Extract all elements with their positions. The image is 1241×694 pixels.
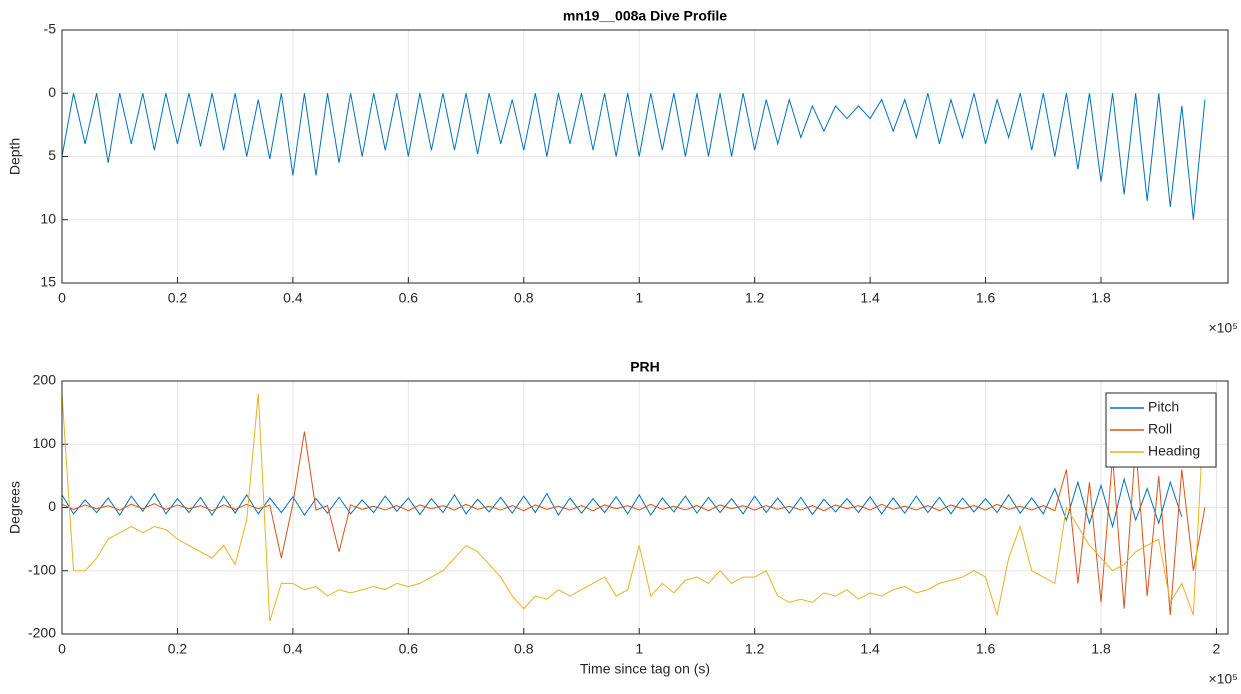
x-multiplier: ×10⁵ <box>1208 671 1238 687</box>
chart-title: PRH <box>630 359 660 375</box>
y-tick-label: 0 <box>48 84 56 100</box>
data-line <box>62 393 1206 622</box>
x-tick-label: 1.8 <box>1091 641 1111 657</box>
legend-label: Pitch <box>1148 399 1179 415</box>
chart-title: mn19__008a Dive Profile <box>563 8 727 24</box>
x-tick-label: 0.4 <box>283 641 303 657</box>
legend-label: Heading <box>1148 443 1200 459</box>
y-tick-label: 10 <box>40 210 56 226</box>
x-tick-label: 1.6 <box>976 290 996 306</box>
y-tick-label: -5 <box>44 21 57 37</box>
axes: 0 0.2 0.4 0.6 0.8 1 1.2 1.4 1.6 1.8 2 -200 -100 0 100 2… <box>7 359 1238 687</box>
legend-label: Roll <box>1148 421 1172 437</box>
y-tick-label: 100 <box>33 435 57 451</box>
x-tick-label: 0.8 <box>514 290 534 306</box>
x-tick-label: 2 <box>1213 641 1221 657</box>
x-tick-label: 0.2 <box>168 641 188 657</box>
x-axis-label: Time since tag on (s) <box>580 661 710 677</box>
x-tick-label: 0.6 <box>399 290 419 306</box>
y-axis-label: Depth <box>7 138 23 175</box>
x-multiplier: ×10⁵ <box>1208 320 1238 336</box>
data-line <box>62 431 1206 616</box>
axes-frame <box>61 380 1229 635</box>
y-tick-label: 15 <box>40 274 56 290</box>
y-tick-label: -200 <box>28 625 56 641</box>
x-tick-label: 1 <box>635 641 643 657</box>
series-group <box>62 93 1206 220</box>
axes-frame <box>61 29 1229 284</box>
x-tick-label: 1.4 <box>860 290 880 306</box>
x-tick-label: 0.2 <box>168 290 188 306</box>
legend: Pitch Roll Heading <box>1105 392 1217 468</box>
y-tick-label: 5 <box>48 147 56 163</box>
y-tick-label: -100 <box>28 561 56 577</box>
data-line <box>62 93 1206 220</box>
series-group <box>62 393 1206 622</box>
x-tick-label: 0 <box>58 641 66 657</box>
y-axis-label: Degrees <box>7 481 23 534</box>
x-tick-label: 1 <box>635 290 643 306</box>
x-tick-label: 0.8 <box>514 641 534 657</box>
x-tick-label: 1.8 <box>1091 290 1111 306</box>
x-tick-label: 1.4 <box>860 641 880 657</box>
x-tick-label: 0 <box>58 290 66 306</box>
y-tick-label: 0 <box>48 498 56 514</box>
y-tick-label: 200 <box>33 372 57 388</box>
x-tick-label: 0.4 <box>283 290 303 306</box>
axes: 0 0.2 0.4 0.6 0.8 1 1.2 1.4 1.6 1.8 -5 0 5 10 15 mn19__… <box>7 8 1238 336</box>
x-tick-label: 0.6 <box>399 641 419 657</box>
x-tick-label: 1.6 <box>976 641 996 657</box>
x-tick-label: 1.2 <box>745 641 765 657</box>
x-tick-label: 1.2 <box>745 290 765 306</box>
